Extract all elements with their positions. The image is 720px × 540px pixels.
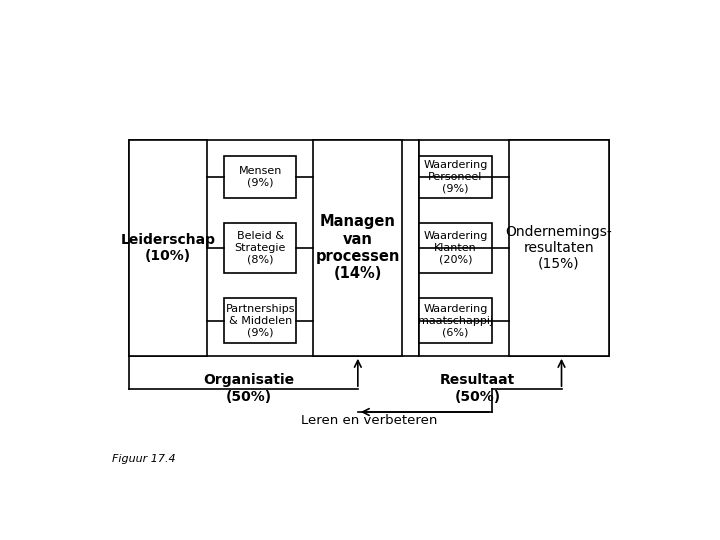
FancyBboxPatch shape: [224, 223, 297, 273]
FancyBboxPatch shape: [224, 298, 297, 343]
FancyBboxPatch shape: [129, 140, 207, 356]
Text: Ondernemings-
resultaten
(15%): Ondernemings- resultaten (15%): [505, 225, 612, 271]
Text: Leiderschap
(10%): Leiderschap (10%): [121, 233, 215, 263]
Text: Waardering
maatschappij
(6%): Waardering maatschappij (6%): [418, 304, 493, 337]
Text: (50%): (50%): [455, 390, 501, 404]
Text: (50%): (50%): [226, 390, 272, 404]
Text: Organisatie: Organisatie: [204, 373, 294, 387]
Text: Figuur 17.4: Figuur 17.4: [112, 454, 176, 464]
Text: Waardering
Klanten
(20%): Waardering Klanten (20%): [423, 231, 487, 265]
Text: Leren en verbeteren: Leren en verbeteren: [301, 414, 437, 427]
FancyBboxPatch shape: [419, 223, 492, 273]
FancyBboxPatch shape: [508, 140, 609, 356]
Text: Partnerships
& Middelen
(9%): Partnerships & Middelen (9%): [225, 304, 295, 337]
FancyBboxPatch shape: [419, 140, 609, 356]
FancyBboxPatch shape: [313, 140, 402, 356]
Text: Beleid &
Strategie
(8%): Beleid & Strategie (8%): [235, 231, 286, 265]
Text: Mensen
(9%): Mensen (9%): [238, 166, 282, 188]
Text: Waardering
Personeel
(9%): Waardering Personeel (9%): [423, 160, 487, 194]
FancyBboxPatch shape: [419, 298, 492, 343]
Text: Resultaat: Resultaat: [440, 373, 516, 387]
FancyBboxPatch shape: [224, 156, 297, 198]
FancyBboxPatch shape: [419, 156, 492, 198]
Text: Managen
van
processen
(14%): Managen van processen (14%): [315, 214, 400, 281]
FancyBboxPatch shape: [129, 140, 419, 356]
